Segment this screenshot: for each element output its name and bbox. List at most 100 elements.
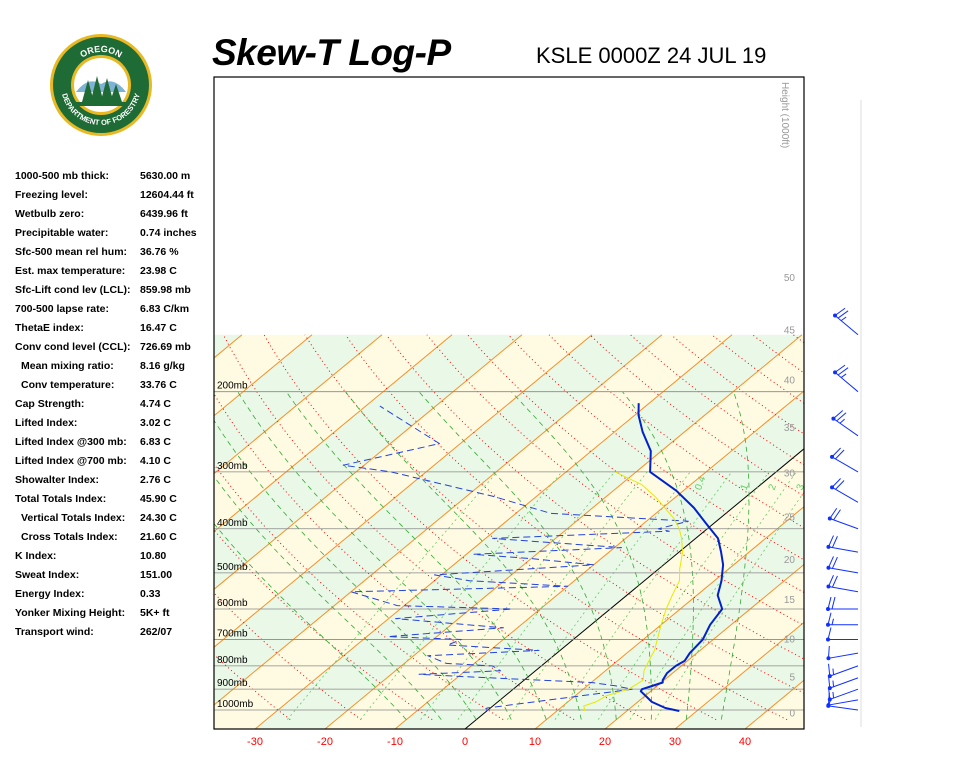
isotherm [324,334,803,729]
stat-label: Vertical Totals Index: [21,512,126,524]
pressure-label: 900mb [217,678,248,689]
height-tick-label: 15 [784,595,796,606]
pressure-label: 600mb [217,598,248,609]
stat-label: Sweat Index: [15,569,80,581]
stat-value: 36.76 % [140,246,179,258]
moist-adiabat [622,391,694,720]
height-tick-label: 45 [784,325,796,336]
stat-value: 4.10 C [140,455,171,467]
dry-adiabat [956,335,960,720]
isotherm [394,390,804,729]
stat-value: 8.16 g/kg [140,360,185,372]
x-tick-label: -20 [317,736,333,748]
wind-barb [826,575,859,593]
isotherm [214,334,383,475]
isotherm [254,334,733,729]
stat-label: Lifted Index @700 mb: [15,455,127,467]
wind-barb [827,507,859,530]
parcel-wetbulb-trace [583,471,684,712]
wind-barb [826,596,858,611]
height-tick-label: 0 [789,709,795,720]
stat-value: 4.74 C [140,398,171,410]
stat-value: 0.33 [140,588,161,600]
temperature-band [214,334,242,358]
stat-label: Lifted Index @300 mb: [15,436,127,448]
stat-value: 45.90 C [140,493,177,505]
stat-label: Conv cond level (CCL): [15,341,131,353]
oregon-forestry-logo: OREGON DEPARTMENT OF FORESTRY [50,34,152,136]
wind-barb-panel [826,307,859,711]
pressure-label: 500mb [217,562,248,573]
wind-barb [830,478,859,503]
height-axis-title: Height (1000ft) [779,82,790,148]
mixing-ratio-line [506,471,691,720]
x-tick-label: 10 [529,736,541,748]
x-tick-label: 40 [739,736,751,748]
stat-label: ThetaE index: [15,322,84,334]
stat-value: 21.60 C [140,531,177,543]
chart-title: Skew-T Log-P [212,32,451,73]
isotherm [0,335,32,729]
stat-value: 262/07 [140,626,173,638]
wind-barb [830,447,859,473]
stat-value: 859.98 mb [140,284,191,296]
wind-barb [826,535,859,553]
stat-value: 24.30 C [140,512,177,524]
moist-adiabat [214,419,477,720]
isotherm [604,563,804,729]
stat-value: 12604.44 ft [140,189,194,201]
pressure-label: 400mb [217,518,248,529]
height-tick-label: 35 [784,423,796,434]
stat-value: 10.80 [140,550,167,562]
wind-barb [826,627,858,642]
zero-isotherm [464,448,804,729]
moist-adiabat [285,391,547,720]
temperature-band [815,335,960,729]
x-tick-label: 0 [462,736,468,748]
dry-adiabat [875,335,960,720]
wind-barb [826,612,858,627]
moist-adiabat [237,391,512,720]
stat-label: Lifted Index: [15,417,78,429]
mixing-ratio-label: 1 [739,482,751,491]
temperature-band [0,335,102,729]
dry-adiabat [793,334,804,344]
temperature-band [255,334,802,729]
stat-label: Est. max temperature: [15,265,126,277]
station-time-label: KSLE 0000Z 24 JUL 19 [536,43,767,68]
pressure-label: 800mb [217,655,248,666]
stat-label: Mean mixing ratio: [21,360,114,372]
height-tick-label: 25 [784,513,796,524]
stat-value: 726.69 mb [140,341,191,353]
stat-label: Showalter Index: [15,474,100,486]
wind-barb [833,307,859,336]
mixing-ratio-line [457,471,648,720]
stat-label: Sfc-500 mean rel hum: [15,246,128,258]
stat-label: Transport wind: [15,626,94,638]
isotherm [214,334,313,417]
stat-value: 33.76 C [140,379,177,391]
stat-value: 16.47 C [140,322,177,334]
wind-barb [831,410,859,437]
isotherm [674,621,804,729]
mixing-ratio-line [597,471,770,720]
stat-label: Precipitable water: [15,227,109,239]
moist-adiabat [720,391,750,720]
isotherm [885,335,960,729]
temperature-band [885,335,960,729]
wind-barb [827,687,859,702]
mixing-ratio-label: 3 [795,482,807,491]
isotherm [815,335,960,729]
stat-value: 23.98 C [140,265,177,277]
pressure-label: 300mb [217,461,248,472]
height-tick-label: 40 [784,375,796,386]
stat-value: 5K+ ft [140,607,170,619]
stat-value: 6.83 C/km [140,303,190,315]
stat-label: Yonker Mixing Height: [15,607,126,619]
wind-barb [827,663,859,679]
moist-adiabat [214,475,442,720]
isotherm [214,334,243,359]
moist-adiabat [511,391,652,720]
isotherm [0,335,172,729]
mixing-ratio-line [554,471,733,720]
